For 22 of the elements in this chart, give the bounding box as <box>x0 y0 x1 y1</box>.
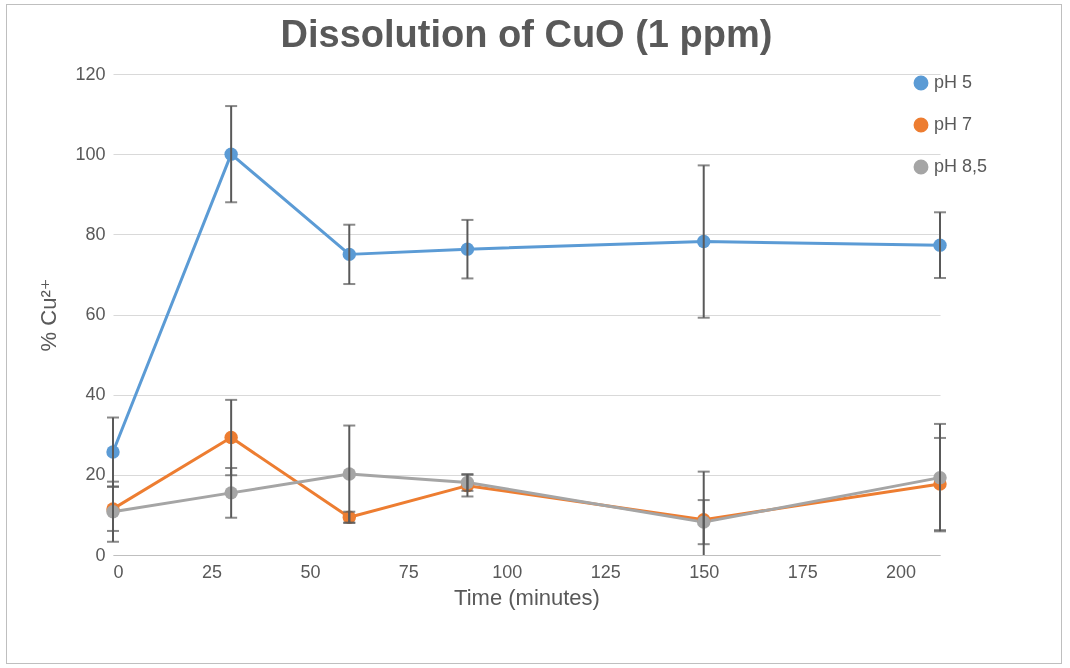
y-axis-title: % Cu²⁺ <box>36 278 62 352</box>
x-tick-label: 200 <box>886 561 917 582</box>
x-tick-label: 150 <box>689 561 720 582</box>
x-tick-label: 25 <box>201 561 222 582</box>
y-tick-label: 120 <box>75 63 106 84</box>
x-tick-label: 175 <box>787 561 818 582</box>
x-tick-label: 0 <box>113 561 124 582</box>
x-tick-label: 125 <box>590 561 621 582</box>
chart-title: Dissolution of CuO (1 ppm) <box>280 13 773 55</box>
x-tick-label: 100 <box>492 561 523 582</box>
legend-label: pH 8,5 <box>934 156 988 176</box>
legend-label: pH 7 <box>934 114 973 134</box>
y-tick-label: 60 <box>85 304 106 324</box>
x-tick-label: 50 <box>300 561 321 582</box>
y-tick-label: 40 <box>85 384 106 405</box>
y-tick-label: 80 <box>85 223 106 244</box>
y-tick-label: 20 <box>85 464 106 485</box>
legend-label: pH 5 <box>934 72 973 92</box>
x-tick-label: 75 <box>398 561 419 582</box>
y-tick-label: 0 <box>95 544 106 565</box>
x-axis-title: Time (minutes) <box>454 584 600 610</box>
y-tick-label: 100 <box>75 143 106 164</box>
